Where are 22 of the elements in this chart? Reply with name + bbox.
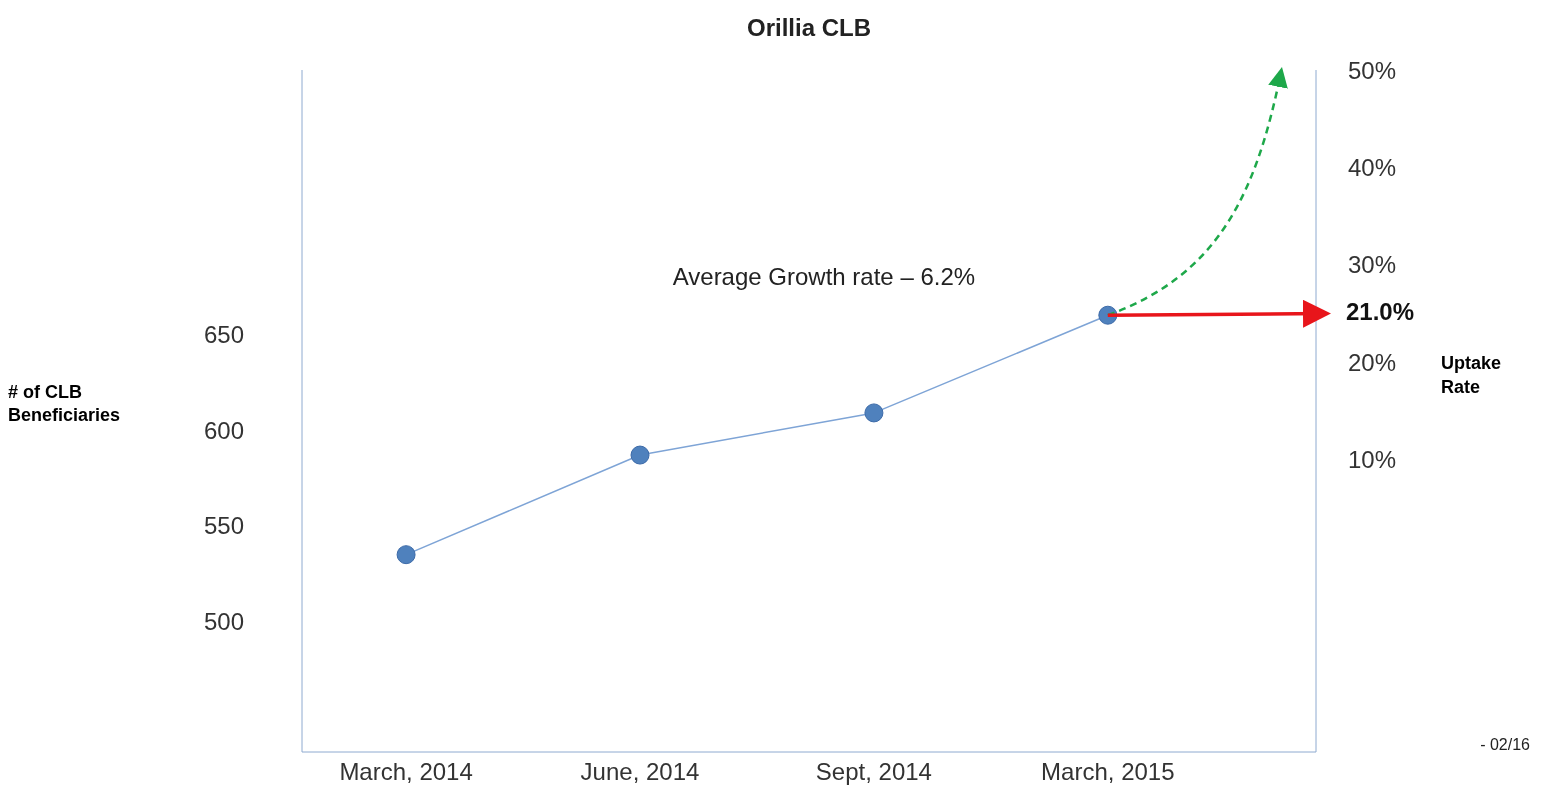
y2-tick-label: 20% (1348, 348, 1397, 376)
x-tick-label: March, 2014 (339, 758, 473, 785)
y2-tick-label: 10% (1348, 446, 1397, 474)
annotation: Average Growth rate – 6.2% (672, 262, 976, 290)
point (864, 403, 884, 423)
y-tick-label: 650 (203, 320, 244, 348)
text: 21.0% (1346, 297, 1415, 326)
x-tick-label: March, 2015 (1041, 758, 1175, 785)
x-tick-label: Sept, 2014 (815, 758, 932, 785)
x-tick-label: June, 2014 (580, 758, 700, 785)
point (630, 445, 650, 465)
y-tick-label: 550 (203, 512, 244, 540)
chart-title: Orillia CLB (746, 14, 872, 42)
y2-tick-label: 30% (1348, 251, 1397, 279)
y-tick-label: 600 (203, 416, 244, 444)
y-axis-title: # of CLB Beneficiaries (8, 381, 122, 428)
y-tick-label: 500 (203, 608, 244, 636)
point (396, 545, 416, 565)
y2-axis-title: Uptake Rate (1441, 352, 1503, 399)
y2-tick-label: 50% (1348, 56, 1397, 84)
y2-tick-label: 40% (1348, 153, 1397, 181)
text: - 02/16 (1480, 736, 1530, 754)
